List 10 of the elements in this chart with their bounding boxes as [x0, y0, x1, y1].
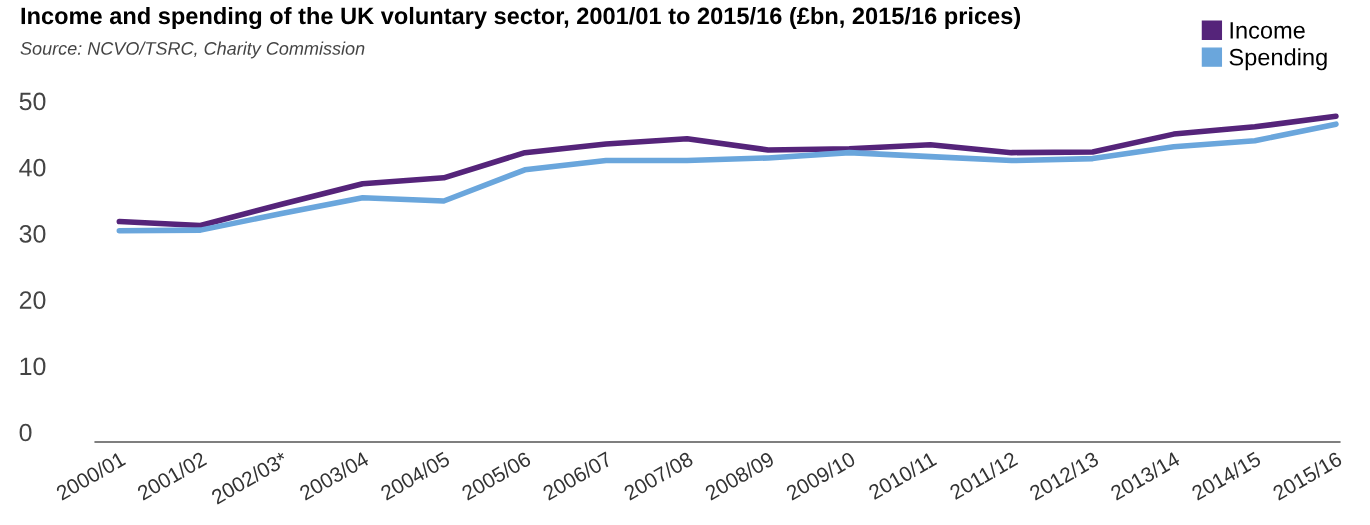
legend-label: Spending: [1229, 48, 1327, 71]
y-tick-label: 10: [20, 357, 46, 376]
legend-label: Income: [1230, 22, 1305, 39]
y-tick-label: 30: [19, 225, 46, 243]
y-tick-label: 50: [19, 92, 46, 111]
y-tick-label: 0: [19, 423, 32, 442]
y-tick-label: 40: [19, 158, 46, 177]
chart-title: Income and spending of the UK voluntary sector, 2001/01 to 2015/16 (£bn, 2015/16 prices): [21, 6, 1021, 30]
y-tick-label: 20: [19, 291, 46, 309]
source-note: Source: NCVO/TSRC, Charity Commission: [20, 41, 365, 59]
